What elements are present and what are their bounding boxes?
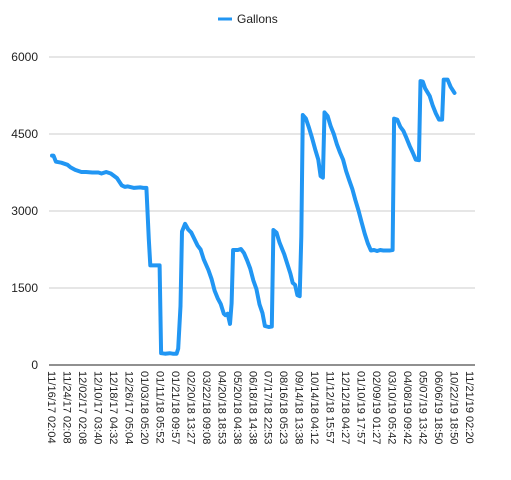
x-tick-label: 05/20/18 04:38 bbox=[231, 371, 243, 444]
x-tick-label: 02/20/18 13:27 bbox=[184, 371, 196, 444]
x-tick-label: 10/14/18 04:12 bbox=[308, 371, 320, 444]
x-tick-label: 12/02/17 02:08 bbox=[76, 371, 88, 444]
x-tick-label: 06/18/18 14:38 bbox=[246, 371, 258, 444]
gridlines bbox=[49, 56, 475, 289]
x-tick-label: 04/08/19 09:42 bbox=[401, 371, 413, 444]
x-tick-label: 12/10/17 03:40 bbox=[91, 371, 103, 444]
legend[interactable]: Gallons bbox=[218, 12, 278, 26]
x-tick-label: 11/16/17 02:04 bbox=[45, 371, 57, 444]
y-tick-label: 0 bbox=[31, 358, 38, 372]
x-tick-label: 12/12/18 04:27 bbox=[339, 371, 351, 444]
y-tick-label: 1500 bbox=[11, 281, 38, 295]
y-tick-label: 3000 bbox=[11, 204, 38, 218]
x-tick-label: 11/24/17 02:08 bbox=[60, 371, 72, 444]
x-tick-label: 03/22/18 09:08 bbox=[200, 371, 212, 444]
x-tick-label: 12/26/17 05:04 bbox=[122, 371, 134, 444]
legend-label: Gallons bbox=[237, 12, 278, 26]
x-tick-label: 09/14/18 13:38 bbox=[293, 371, 305, 444]
x-tick-label: 01/03/18 05:20 bbox=[138, 371, 150, 444]
x-tick-label: 08/16/18 05:23 bbox=[277, 371, 289, 444]
x-tick-label: 01/21/18 09:57 bbox=[169, 371, 181, 444]
x-tick-label: 10/22/19 18:50 bbox=[448, 371, 460, 444]
x-tick-label: 01/11/18 05:52 bbox=[153, 371, 165, 444]
x-axis-ticks: 11/16/17 02:04 11/24/17 02:08 12/02/17 02:… bbox=[45, 371, 475, 444]
x-tick-label: 01/10/19 17:57 bbox=[355, 371, 367, 444]
y-tick-label: 4500 bbox=[11, 127, 38, 141]
series-gallons bbox=[50, 77, 457, 356]
x-tick-label: 11/12/18 15:57 bbox=[324, 371, 336, 444]
y-tick-label: 6000 bbox=[11, 50, 38, 64]
x-tick-label: 06/06/19 18:50 bbox=[432, 371, 444, 444]
x-tick-label: 02/09/19 01:27 bbox=[370, 371, 382, 444]
x-tick-label: 03/10/19 05:42 bbox=[386, 371, 398, 444]
x-tick-label: 07/17/18 22:53 bbox=[262, 371, 274, 444]
x-tick-label: 05/07/19 13:42 bbox=[417, 371, 429, 444]
series-line bbox=[50, 77, 457, 356]
x-tick-label: 11/21/19 02:20 bbox=[463, 371, 475, 444]
x-tick-label: 12/18/17 04:32 bbox=[107, 371, 119, 444]
y-axis-ticks: 0 1500 3000 4500 6000 bbox=[11, 50, 38, 372]
x-tick-label: 04/20/18 18:53 bbox=[215, 371, 227, 444]
